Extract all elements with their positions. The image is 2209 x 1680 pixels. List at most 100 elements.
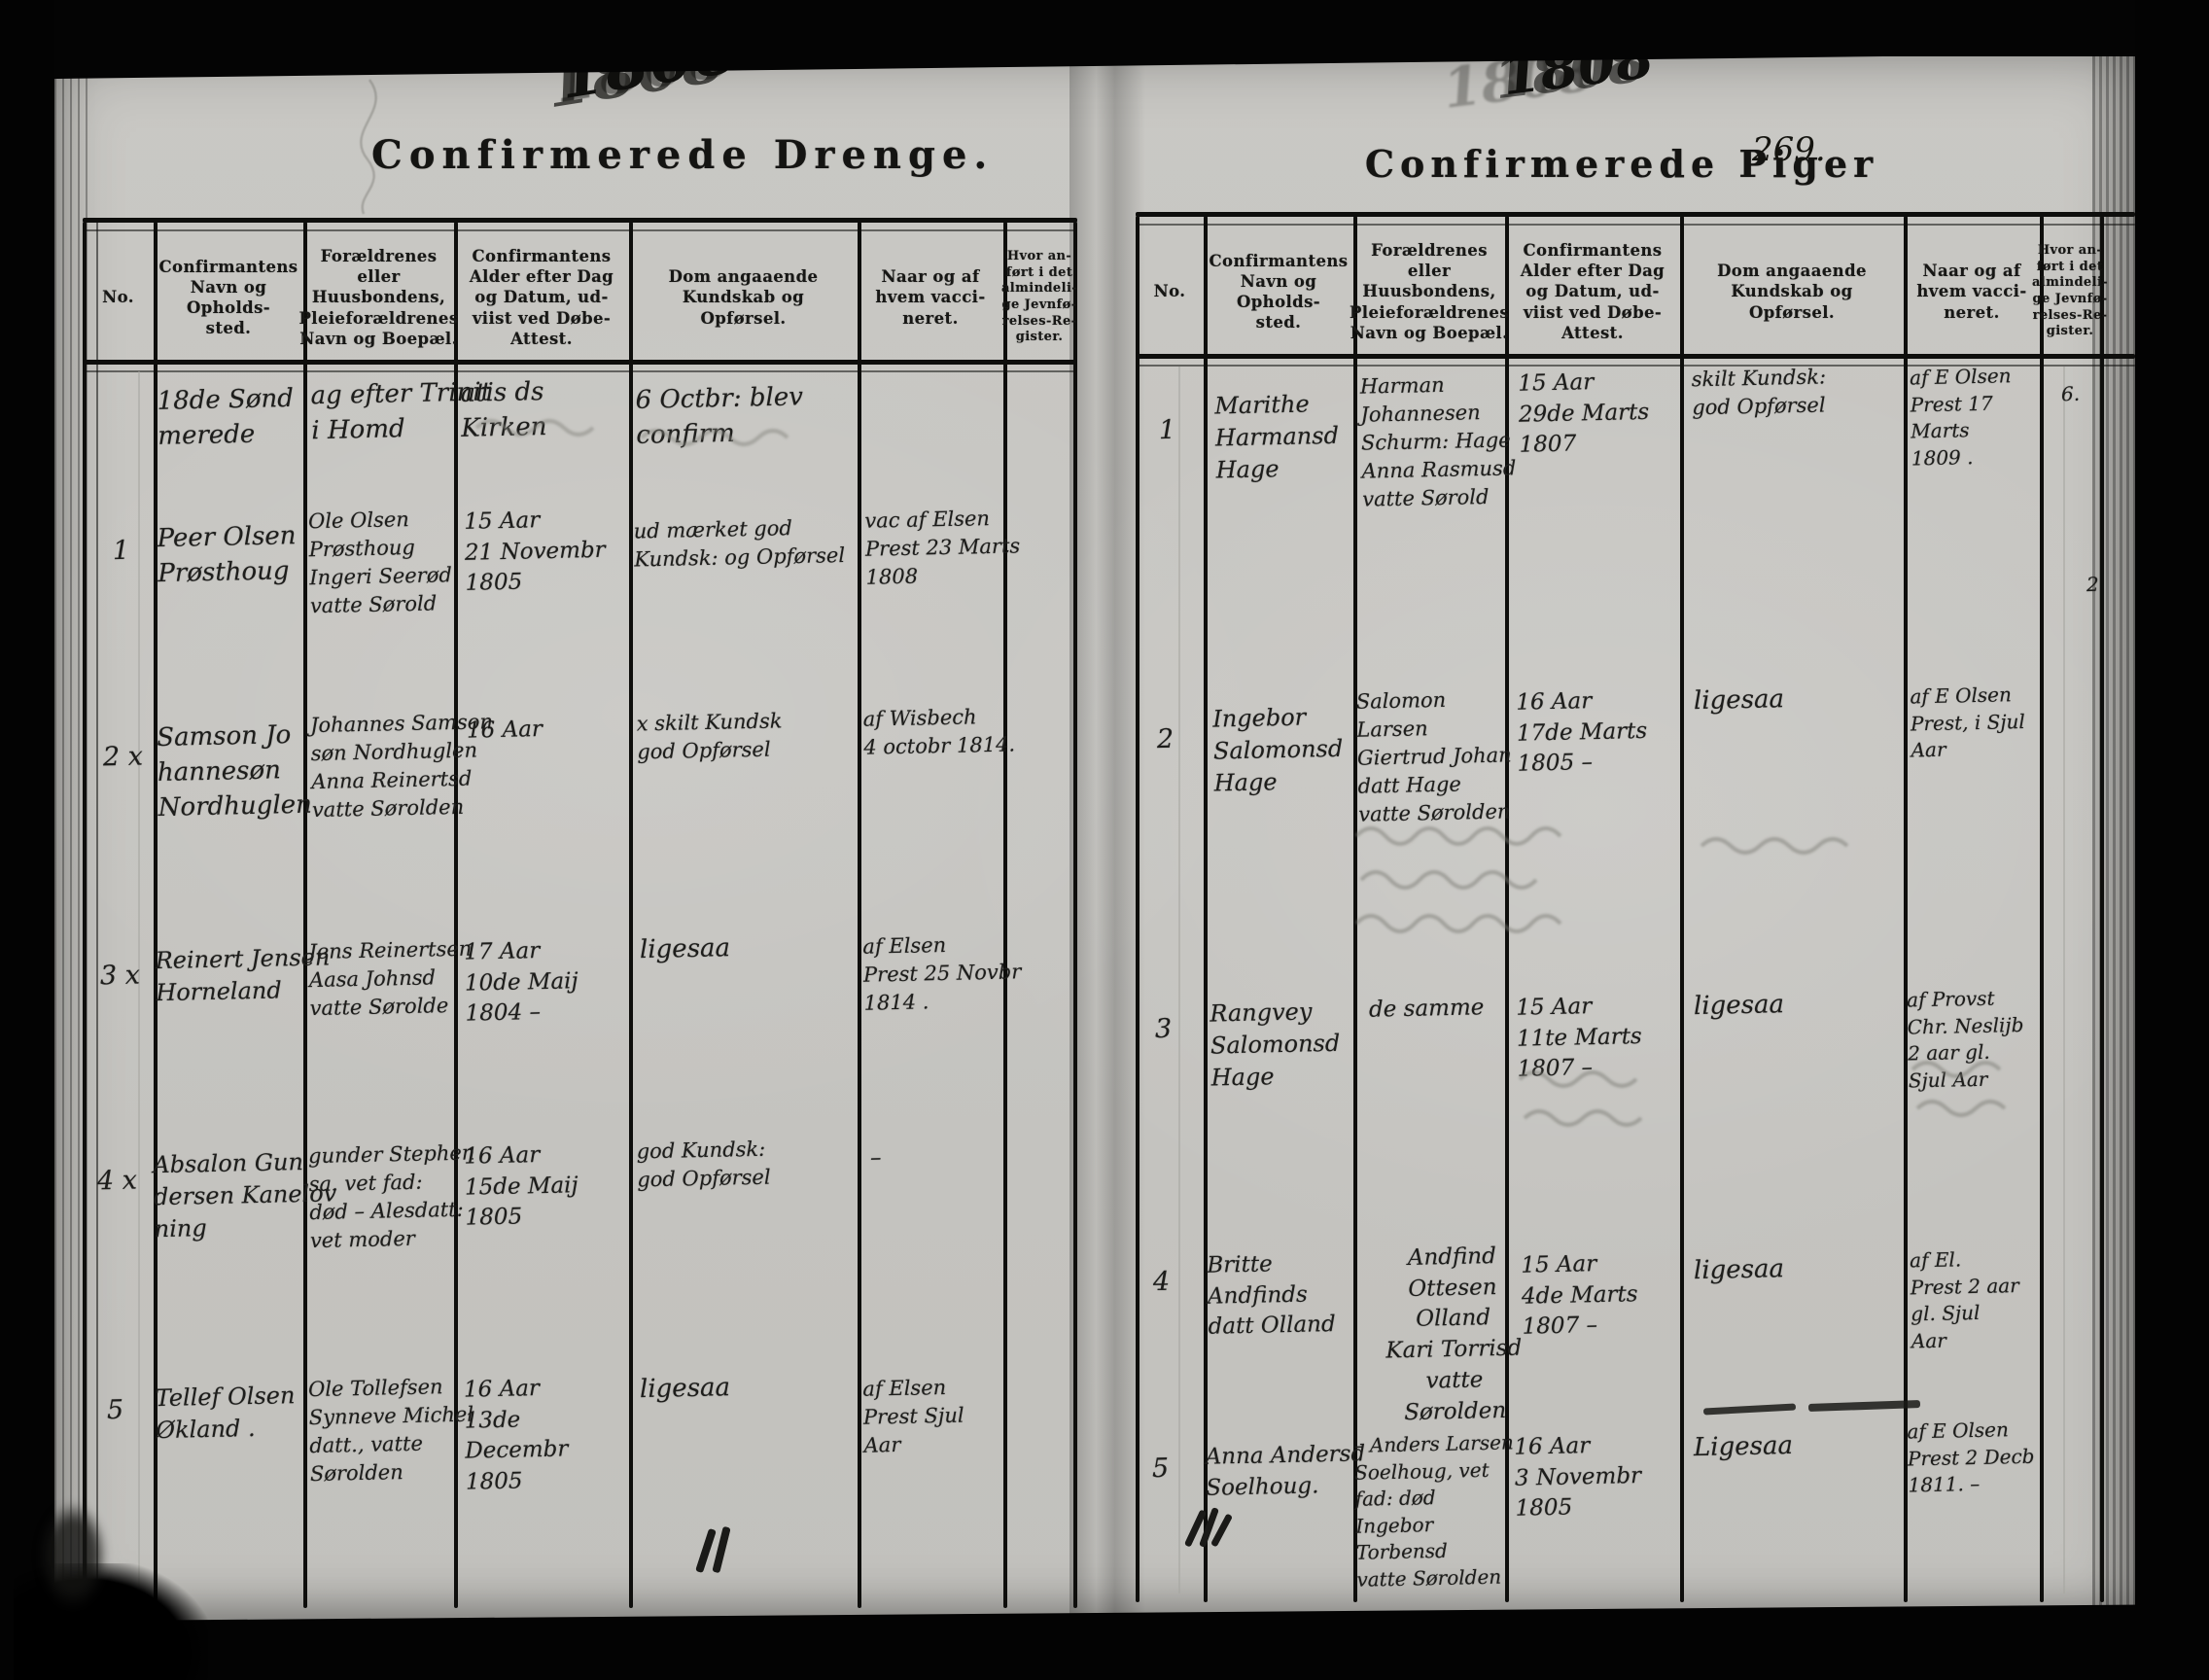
column-header-judgement: Dom angaaende Kundskab og Opførsel. bbox=[668, 267, 819, 328]
column-header-vaccinated: Naar og af hvem vacci- neret. bbox=[1916, 262, 2027, 322]
row-number: 3 bbox=[1154, 1013, 1173, 1045]
confirmant-name: Marithe Harmansd Hage bbox=[1214, 390, 1340, 484]
table-rule bbox=[83, 218, 1077, 223]
column-header-age: Confirmantens Alder efter Dag og Datum, … bbox=[469, 247, 614, 348]
stray-pen-squiggle bbox=[360, 79, 377, 215]
age-cell: 16 Aar 3 Novembr 1805 bbox=[1514, 1433, 1642, 1522]
vaccinated-cell: vac af Elsen Prest 23 Marts 1808 bbox=[864, 507, 1021, 589]
row-number: 4 x bbox=[96, 1165, 138, 1197]
left-page-edge-streaks bbox=[54, 56, 88, 1626]
bleed-through-ink bbox=[1911, 1061, 2007, 1117]
vaccinated-cell: af E Olsen Prest 17 Marts 1809 . bbox=[1909, 364, 2012, 471]
judgement-cell: ligesaa bbox=[1693, 684, 1785, 717]
column-rule bbox=[1204, 216, 1208, 1602]
row-number: 3 x bbox=[99, 960, 141, 992]
age-cell: 15 Aar 4de Marts 1807 – bbox=[1521, 1251, 1638, 1341]
judgement-cell: ligesaa bbox=[1693, 1254, 1785, 1286]
bleed-through-ink bbox=[474, 419, 595, 437]
column-rule bbox=[1904, 216, 1908, 1602]
column-rule bbox=[1003, 222, 1007, 1608]
page-number: 269. bbox=[1752, 130, 1826, 169]
column-rule bbox=[154, 222, 158, 1608]
column-rule bbox=[1353, 216, 1357, 1602]
column-rule bbox=[1073, 222, 1077, 1608]
age-cell: 16 Aar bbox=[466, 717, 543, 744]
table-rule bbox=[83, 370, 1077, 372]
judgement-cell: ligesaa bbox=[639, 1373, 731, 1405]
column-header-register: Hvor an- ført i det almindeli- ge Jevnfø… bbox=[1000, 249, 1078, 345]
age-cell: 16 Aar 17de Marts 1805 – bbox=[1516, 688, 1648, 778]
column-rule bbox=[2100, 216, 2104, 1602]
table-rule bbox=[1136, 224, 2135, 226]
table-rule bbox=[1136, 212, 2135, 217]
row-number: 2 x bbox=[102, 741, 144, 773]
vaccinated-cell: af Wisbech 4 octobr 1814. bbox=[862, 705, 1016, 759]
vaccinated-cell: – bbox=[869, 1145, 882, 1172]
left-page-title: Confirmerede Drenge. bbox=[371, 132, 995, 178]
column-rule bbox=[1136, 216, 1140, 1602]
column-header-register: Hvor an- ført i det almindeli- ge Jevnfø… bbox=[2031, 243, 2109, 339]
confirmant-name: Ingebor Salomonsd Hage bbox=[1212, 703, 1344, 797]
column-header-judgement: Dom angaaende Kundskab og Opførsel. bbox=[1717, 262, 1867, 322]
column-rule bbox=[629, 222, 633, 1608]
column-header-age: Confirmantens Alder efter Dag og Datum, … bbox=[1520, 241, 1666, 342]
row-number: 1 bbox=[1158, 414, 1176, 446]
column-rule bbox=[83, 222, 87, 1608]
scan-border-right bbox=[2135, 0, 2209, 1680]
confirmant-name: Britte Andfinds datt Olland bbox=[1207, 1251, 1336, 1341]
parents-cell: Harman Johannesen Schurm: Hage Anna Rasm… bbox=[1359, 372, 1517, 511]
table-rule bbox=[1136, 354, 2135, 359]
vaccinated-cell: af El. Prest 2 aar gl. Sjul Aar bbox=[1909, 1247, 2019, 1353]
column-header-name: Confirmantens Navn og Opholds- sted. bbox=[1209, 251, 1349, 332]
register-mark: 2 bbox=[2086, 572, 2099, 597]
faint-ruling-line bbox=[2063, 367, 2065, 1593]
judgement-cell: ligesaa bbox=[1693, 990, 1785, 1022]
column-header-name: Confirmantens Navn og Opholds- sted. bbox=[158, 257, 298, 338]
column-header-vaccinated: Naar og af hvem vacci- neret. bbox=[875, 267, 986, 328]
parents-cell: Andfind Ottesen Olland Kari Torrisd vatt… bbox=[1385, 1243, 1523, 1425]
table-rule bbox=[83, 360, 1077, 365]
judgement-cell: ud mærket god Kundsk: og Opførsel bbox=[633, 516, 846, 572]
column-rule bbox=[858, 222, 861, 1608]
column-rule bbox=[303, 222, 307, 1608]
right-page-title: Confirmerede Piger bbox=[1364, 142, 1879, 186]
row-number: 2 bbox=[1156, 723, 1175, 755]
age-cell: 17 Aar 10de Maij 1804 – bbox=[464, 938, 579, 1028]
spine-shadow-blob bbox=[39, 1502, 107, 1609]
judgement-cell: ligesaa bbox=[639, 933, 731, 965]
vaccinated-cell: af Elsen Prest 25 Novbr 1814 . bbox=[862, 932, 1022, 1015]
book-gutter-shadow bbox=[1069, 56, 1145, 1626]
paper-spread bbox=[54, 56, 2135, 1626]
age-cell: 15 Aar 29de Marts 1807 bbox=[1518, 369, 1650, 459]
judgement-cell: Ligesaa bbox=[1693, 1430, 1794, 1463]
age-cell: 16 Aar 13de Decembr 1805 bbox=[463, 1376, 569, 1495]
judgement-cell: x skilt Kundsk god Opførsel bbox=[636, 709, 783, 764]
parents-cell: de samme bbox=[1368, 995, 1485, 1023]
register-mark: 6. bbox=[2060, 381, 2081, 406]
age-cell: 16 Aar 15de Maij 1805 bbox=[464, 1142, 579, 1232]
table-rule bbox=[83, 229, 1077, 231]
column-header-no: No. bbox=[102, 288, 134, 307]
column-rule bbox=[1680, 216, 1684, 1602]
bleed-through-ink bbox=[1518, 1070, 1643, 1127]
row-number: 5 bbox=[106, 1394, 124, 1426]
faint-ruling-line bbox=[138, 371, 140, 1604]
vaccinated-cell: af E Olsen Prest, i Sjul Aar bbox=[1910, 682, 2026, 762]
row-number: 1 bbox=[112, 535, 130, 567]
table-rule bbox=[1136, 365, 2135, 367]
vaccinated-cell: af Elsen Prest Sjul Aar bbox=[862, 1375, 964, 1457]
row-number: 5 bbox=[1151, 1452, 1170, 1485]
column-rule bbox=[1505, 216, 1509, 1602]
parents-cell: – Anders Larsen Soelhoug, vet fad: død I… bbox=[1353, 1430, 1515, 1592]
bleed-through-ink bbox=[1700, 837, 1849, 855]
column-header-parents: Forældrenes eller Huusbondens, Pleieforæ… bbox=[298, 247, 459, 348]
column-rule bbox=[454, 222, 458, 1608]
confirmant-name: Anna Andersd Soelhoug. bbox=[1205, 1441, 1366, 1501]
age-cell: 15 Aar 21 Novembr 1805 bbox=[464, 508, 606, 597]
faint-ruling-line bbox=[1178, 367, 1180, 1593]
judgement-cell: skilt Kundsk: god Opførsel bbox=[1691, 365, 1827, 420]
column-rule bbox=[2040, 216, 2044, 1602]
vaccinated-cell: af E Olsen Prest 2 Decb 1811. – bbox=[1907, 1418, 2035, 1497]
confirmant-name: Rangvey Salomonsd Hage bbox=[1210, 998, 1341, 1092]
